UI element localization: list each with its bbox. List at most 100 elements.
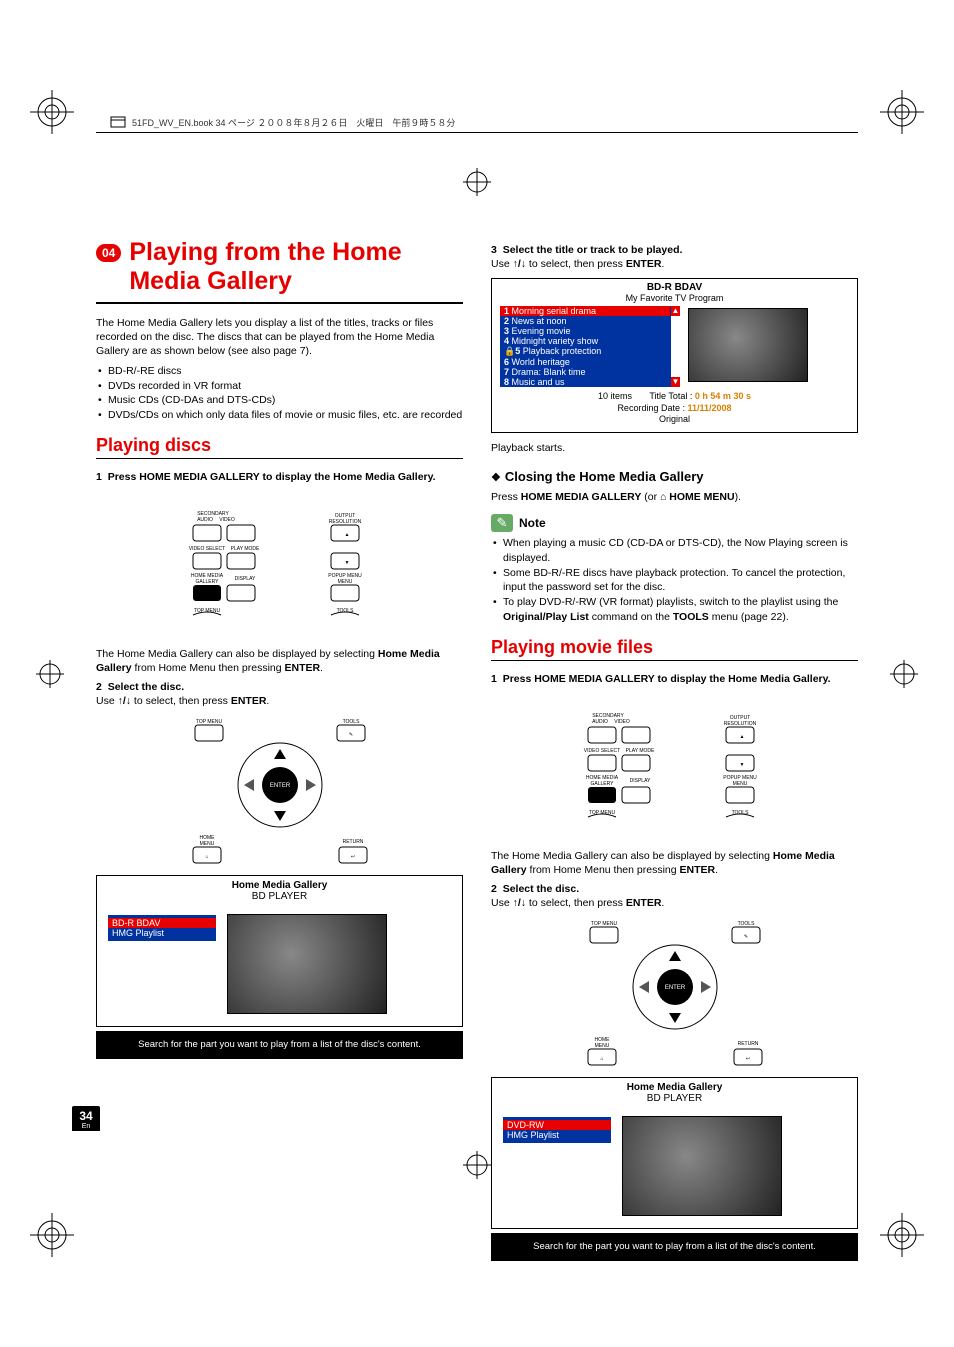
page-number: 34 <box>79 1109 92 1123</box>
mv-after-remote-text: The Home Media Gallery can also be displ… <box>491 849 858 877</box>
hmg-thumbnail <box>227 914 387 1014</box>
diamond-icon: ❖ <box>491 472 501 484</box>
step-number: 3 <box>491 244 497 256</box>
bdav-row: 2 News at noon <box>500 316 680 326</box>
list-item: To play DVD-R/-RW (VR format) playlists,… <box>491 595 858 624</box>
cross-mark-t <box>463 168 491 196</box>
closing-line: Press HOME MEDIA GALLERY (or ⌂ HOME MENU… <box>491 490 858 504</box>
list-item: BD-R/-RE discs <box>96 364 463 379</box>
hmg-list-item: HMG Playlist <box>108 928 216 938</box>
reg-mark-tl <box>30 90 74 134</box>
chapter-badge: 04 <box>96 244 121 262</box>
intro-bullet-list: BD-R/-RE discs DVDs recorded in VR forma… <box>96 364 463 423</box>
step-number: 1 <box>96 471 102 483</box>
note-icon: ✎ <box>491 514 513 532</box>
hmg-title: Home Media Gallery <box>97 876 462 891</box>
hmg-list: BD-R BDAV HMG Playlist <box>107 914 217 942</box>
lock-icon: 🔒 <box>504 346 515 356</box>
bdav-row: 🔒5 Playback protection <box>500 346 680 357</box>
remote-diagram-enter <box>580 917 770 1067</box>
heading-playing-discs: Playing discs <box>96 435 463 456</box>
step-2: 2 Select the disc. <box>96 681 463 693</box>
step-number: 1 <box>491 673 497 685</box>
hmg-list-item-hl: DVD-RW <box>503 1120 611 1130</box>
step-3: 3 Select the title or track to be played… <box>491 244 858 256</box>
hmg-caption: Search for the part you want to play fro… <box>96 1031 463 1059</box>
book-icon <box>110 114 126 130</box>
mv-step-1: 1 Press HOME MEDIA GALLERY to display th… <box>491 673 858 685</box>
arrow-up-down-icon: ↑/↓ <box>118 695 131 707</box>
page-number-badge: 34 En <box>72 1106 100 1131</box>
hmg-screen: Home Media Gallery BD PLAYER BD-R BDAV H… <box>96 875 463 1027</box>
h2-rule <box>491 660 858 661</box>
list-item: DVDs recorded in VR format <box>96 379 463 394</box>
hmg-title: Home Media Gallery <box>492 1078 857 1093</box>
arrow-up-down-icon: ↑/↓ <box>513 258 526 270</box>
reg-mark-bl <box>30 1213 74 1257</box>
cross-mark-r <box>890 660 918 688</box>
bdav-row: 7 Drama: Blank time <box>500 367 680 377</box>
arrow-up-down-icon: ↑/↓ <box>513 897 526 909</box>
bdav-screen: BD-R BDAV My Favorite TV Program 1 Morni… <box>491 278 858 433</box>
page-lang: En <box>72 1123 100 1130</box>
step-number: 2 <box>96 681 102 693</box>
hmg-subtitle: BD PLAYER <box>97 891 462 906</box>
bdav-row: 1 Morning serial drama <box>500 306 680 316</box>
mv-step-2-sub: Use ↑/↓ to select, then press ENTER. <box>491 897 858 909</box>
h2-rule <box>96 458 463 459</box>
hmg-list: DVD-RW HMG Playlist <box>502 1116 612 1144</box>
heading-playing-movie-files: Playing movie files <box>491 637 858 658</box>
scroll-up-icon: ▲ <box>671 306 680 316</box>
bdav-scrollbar: ▲▼ <box>670 306 680 387</box>
bdav-row: 6 World heritage <box>500 357 680 367</box>
scroll-down-icon: ▼ <box>671 377 680 387</box>
closing-heading: ❖Closing the Home Media Gallery <box>491 469 858 484</box>
right-column: 3 Select the title or track to be played… <box>491 238 858 1261</box>
after-remote-text: The Home Media Gallery can also be displ… <box>96 647 463 675</box>
step-text: Select the disc. <box>503 883 579 895</box>
left-column: 04 Playing from the Home Media Gallery T… <box>96 238 463 1261</box>
step-text: Select the disc. <box>108 681 184 693</box>
remote-diagram-enter <box>185 715 375 865</box>
note-label: Note <box>519 516 546 530</box>
reg-mark-br <box>880 1213 924 1257</box>
hmg-list-item: HMG Playlist <box>503 1130 611 1140</box>
bdav-title: BD-R BDAV <box>492 279 857 293</box>
note-list: When playing a music CD (CD-DA or DTS-CD… <box>491 536 858 624</box>
bdav-row: 8 Music and us <box>500 377 680 387</box>
hmg-thumbnail <box>622 1116 782 1216</box>
book-header: 51FD_WV_EN.book 34 ページ ２００８年８月２６日 火曜日 午前… <box>110 114 455 130</box>
hmg-caption-2: Search for the part you want to play fro… <box>491 1233 858 1261</box>
step-1: 1 Press HOME MEDIA GALLERY to display th… <box>96 471 463 483</box>
book-header-text: 51FD_WV_EN.book 34 ページ ２００８年８月２６日 火曜日 午前… <box>132 116 455 129</box>
note-header: ✎ Note <box>491 514 858 532</box>
bdav-list: 1 Morning serial drama 2 News at noon 3 … <box>500 306 680 387</box>
bdav-row: 4 Midnight variety show <box>500 336 680 346</box>
header-rule <box>96 132 858 133</box>
step-number: 2 <box>491 883 497 895</box>
step-text: Select the title or track to be played. <box>503 244 683 256</box>
bdav-footer: 10 items Title Total : 0 h 54 m 30 s Rec… <box>492 387 857 432</box>
playback-starts: Playback starts. <box>491 441 858 455</box>
step-2-sub: Use ↑/↓ to select, then press ENTER. <box>96 695 463 707</box>
page-title: Playing from the Home Media Gallery <box>129 238 463 296</box>
reg-mark-tr <box>880 90 924 134</box>
step-3-sub: Use ↑/↓ to select, then press ENTER. <box>491 258 858 270</box>
hmg-list-item-hl: BD-R BDAV <box>108 918 216 928</box>
h1-rule <box>96 302 463 304</box>
remote-diagram-small <box>580 689 770 839</box>
cross-mark-l <box>36 660 64 688</box>
list-item: DVDs/CDs on which only data files of mov… <box>96 408 463 423</box>
hmg-subtitle: BD PLAYER <box>492 1093 857 1108</box>
bdav-subtitle: My Favorite TV Program <box>492 293 857 306</box>
bdav-row: 3 Evening movie <box>500 326 680 336</box>
remote-diagram-small <box>185 487 375 637</box>
list-item: Music CDs (CD-DAs and DTS-CDs) <box>96 393 463 408</box>
mv-step-2: 2 Select the disc. <box>491 883 858 895</box>
hmg-screen-2: Home Media Gallery BD PLAYER DVD-RW HMG … <box>491 1077 858 1229</box>
step-text: Press HOME MEDIA GALLERY to display the … <box>503 673 831 685</box>
list-item: Some BD-R/-RE discs have playback protec… <box>491 566 858 595</box>
intro-paragraph: The Home Media Gallery lets you display … <box>96 316 463 359</box>
bdav-thumbnail <box>688 308 808 382</box>
step-text: Press HOME MEDIA GALLERY to display the … <box>108 471 436 483</box>
